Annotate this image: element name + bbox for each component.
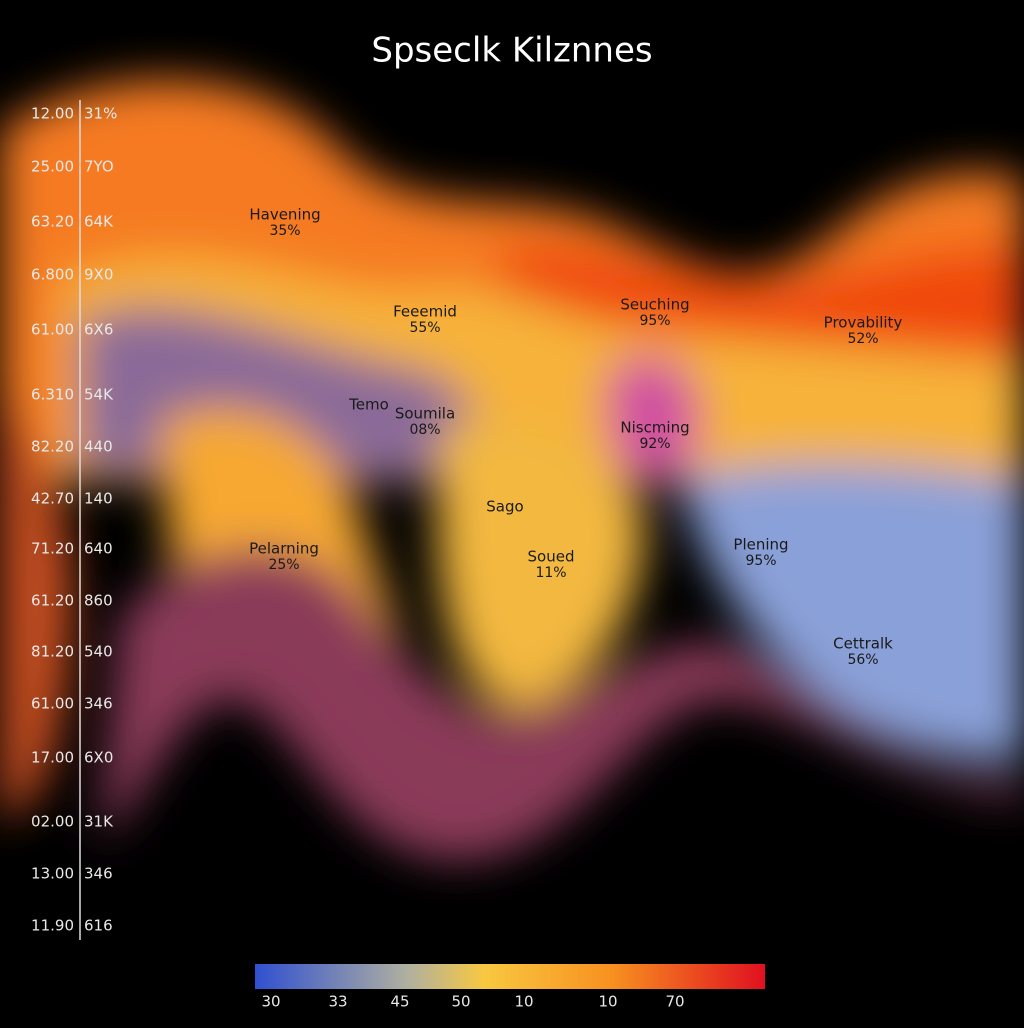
colorbar-label: 10 [598,993,617,1011]
axis-value: 6.800 [31,266,74,284]
title: Spseclk Kilznnes [371,31,652,71]
axis-value: 02.00 [31,813,74,831]
axis-code: 54K [84,386,114,404]
region-percent: 55% [409,320,440,336]
region-percent: 35% [269,223,300,239]
colorbar [255,964,765,989]
region-name: Havening [249,206,320,224]
axis-code: 31K [84,813,114,831]
axis-value: 42.70 [31,490,74,508]
axis-value: 81.20 [31,643,74,661]
axis-code: 31% [84,105,117,123]
axis-value: 61.20 [31,592,74,610]
axis-code: 140 [84,490,113,508]
region-name: Temo [348,396,389,414]
region-name: Soumila [395,405,455,423]
axis-code: 6X0 [84,749,113,767]
colorbar-label: 70 [665,993,684,1011]
axis-code: 7YO [84,158,114,176]
heat-blobs [0,79,1024,860]
colorbar-label: 10 [514,993,533,1011]
region-name: Feeemid [393,303,457,321]
region-name: Niscming [620,419,689,437]
axis-value: 13.00 [31,865,74,883]
colorbar-label: 30 [261,993,280,1011]
region-name: Pelarning [249,540,319,558]
axis-value: 25.00 [31,158,74,176]
axis-code: 346 [84,865,113,883]
region-name: Cettralk [833,635,893,653]
axis-code: 860 [84,592,113,610]
region-percent: 25% [268,557,299,573]
region-name: Soued [528,548,575,566]
axis-value: 61.00 [31,695,74,713]
axis-value: 61.00 [31,321,74,339]
region-percent: 11% [535,565,566,581]
region-name: Seuching [620,296,689,314]
colorbar-label: 45 [390,993,409,1011]
axis-value: 82.20 [31,438,74,456]
axis-value: 63.20 [31,213,74,231]
axis-code: 6X6 [84,321,113,339]
region-name: Provability [824,314,903,332]
axis-value: 17.00 [31,749,74,767]
region-percent: 52% [847,331,878,347]
axis-code: 640 [84,540,113,558]
region-name: Plening [733,536,788,554]
colorbar-label: 33 [328,993,347,1011]
axis-code: 440 [84,438,113,456]
region-percent: 56% [847,652,878,668]
axis-value: 11.90 [31,917,74,935]
axis-code: 346 [84,695,113,713]
axis-code: 64K [84,213,114,231]
axis-value: 71.20 [31,540,74,558]
region-percent: 08% [409,422,440,438]
axis-code: 616 [84,917,113,935]
region-percent: 95% [639,313,670,329]
axis-code: 9X0 [84,266,113,284]
axis-value: 12.00 [31,105,74,123]
region-name: Sago [486,498,523,516]
axis-value: 6.310 [31,386,74,404]
region-percent: 95% [745,553,776,569]
colorbar-label: 50 [451,993,470,1011]
region-percent: 92% [639,436,670,452]
axis-code: 540 [84,643,113,661]
